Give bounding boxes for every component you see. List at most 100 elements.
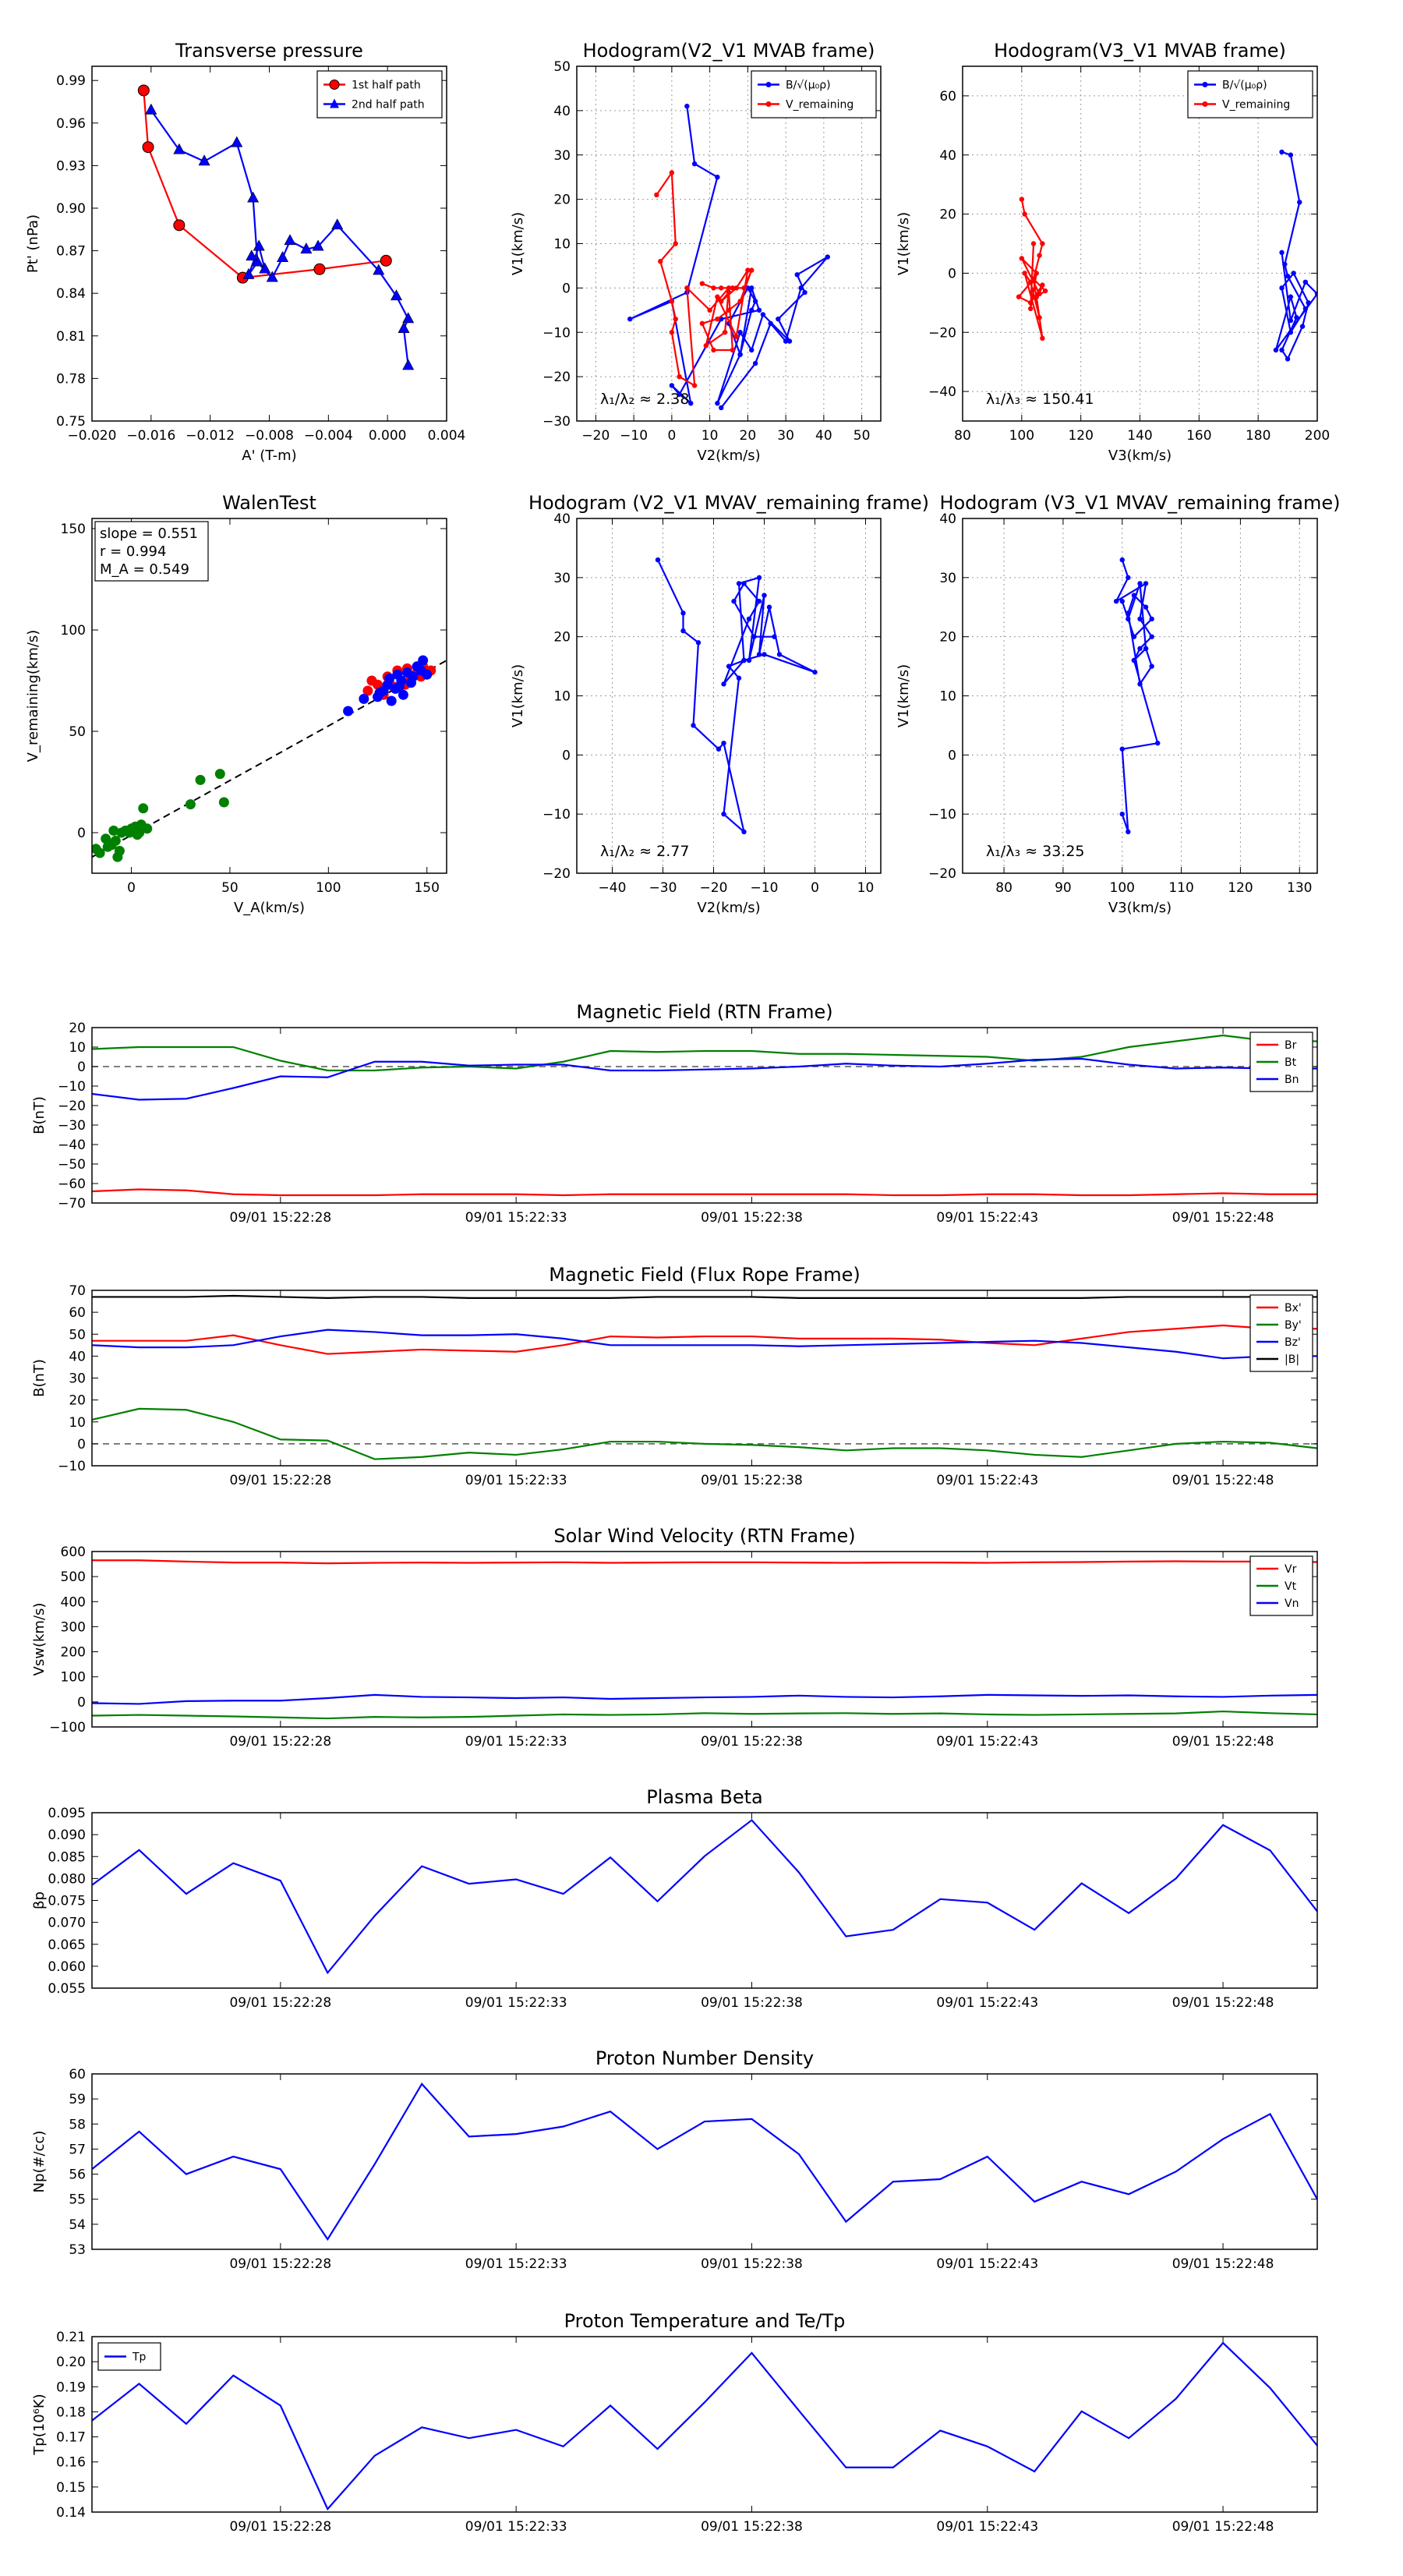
data-point-triangle [398,322,410,334]
data-point-dot [737,330,743,335]
data-point-dot [794,272,800,278]
data-point-dot [1288,152,1294,157]
y-tick-label: 10 [939,689,956,705]
y-axis-label: βp [31,1891,48,1909]
x-tick-label: 09/01 15:22:28 [229,1473,331,1488]
data-point-dot [751,634,757,639]
y-tick-label: 0.075 [48,1894,86,1909]
x-tick-label: −10 [620,428,648,444]
eigenvalue-ratio-annotation: λ₁/λ₃ ≈ 33.25 [986,843,1085,860]
chart-mag_fluxrope: Magnetic Field (Flux Rope Frame) 09/01 15… [31,1264,1318,1488]
y-tick-label: 20 [69,1393,86,1409]
plot-frame [91,1812,1318,1989]
plot-area [92,655,447,862]
x-tick-label: 09/01 15:22:43 [936,1210,1038,1226]
plot-area [1016,149,1317,362]
data-point-dot [749,307,755,313]
data-point-dot [741,285,747,291]
plot-area [627,103,830,411]
plot-frame [962,65,1318,422]
y-tick-label: 20 [939,630,956,646]
plot-frame [91,1290,1318,1467]
data-point-dot [1306,300,1311,306]
data-point-dot [684,285,690,291]
data-point-dot [707,307,712,313]
series-b- [1273,149,1317,362]
chart-title: Magnetic Field (Flux Rope Frame) [549,1264,860,1286]
data-point-dot [733,285,739,291]
series-line [92,1294,1317,1299]
legend-box [1249,1031,1313,1092]
y-tick-label: 0.87 [56,244,86,260]
data-point-triangle [277,251,289,263]
data-point-dot [677,391,682,398]
series-v [655,557,818,835]
data-point-dot [1040,335,1045,341]
data-point-triangle [247,191,260,203]
data-point-triangle [402,359,415,370]
x-tick-label: 0.000 [369,428,407,444]
data-point-dot [1279,249,1285,256]
y-tick-label: 300 [61,1619,86,1635]
data-point-dot [1037,253,1042,258]
series-vr [92,1559,1317,1565]
legend: 1st half path 2nd half path [316,70,443,119]
x-tick-label: 09/01 15:22:33 [465,2519,567,2535]
data-point-triangle [402,312,415,324]
data-point-dot [746,657,752,663]
scatter-point [362,685,373,696]
x-tick-label: 80 [954,428,971,444]
chart-title: Hodogram (V2_V1 MVAV_remaining frame) [528,492,929,514]
chart-hodo_v3v1_mvav: Hodogram (V3_V1 MVAV_remaining frame) 80 9… [896,492,1341,916]
data-point-dot [695,640,702,646]
plot-area [92,1294,1317,1460]
chart-mag_rtn: Magnetic Field (RTN Frame) 09/01 15:22:28… [31,1001,1318,1226]
plot-frame [962,518,1318,874]
x-tick-label: −0.012 [186,428,235,444]
data-point-dot [1126,575,1131,581]
legend-box [316,70,443,119]
data-point-dot [737,352,743,357]
data-point-dot [756,652,762,657]
x-tick-label: 09/01 15:22:48 [1172,1473,1274,1488]
data-point-dot [1034,271,1039,276]
data-point-dot [1022,271,1027,276]
y-tick-label: 40 [939,148,956,164]
y-tick-label: 40 [69,1349,86,1364]
x-tick-label: 130 [1287,880,1312,896]
y-axis-label: B(nT) [31,1096,48,1134]
x-tick-label: 09/01 15:22:48 [1172,2256,1274,2272]
y-tick-label: 50 [553,59,571,75]
y-tick-label: 0.21 [56,2330,86,2345]
data-point-triangle [231,136,243,147]
y-tick-label: −10 [58,1079,86,1095]
x-tick-label: 150 [414,880,439,896]
data-point-triangle [259,262,271,274]
series-bz- [92,1329,1317,1360]
series-line [92,1034,1317,1072]
x-tick-label: 09/01 15:22:43 [936,1473,1038,1488]
chart-title: Hodogram(V3_V1 MVAB frame) [994,40,1286,62]
x-tick-label: 09/01 15:22:33 [465,1210,567,1226]
regression-line [92,660,447,858]
legend-label: 1st half path [352,80,421,92]
legend: Tp [97,2342,161,2371]
y-tick-label: 56 [69,2167,86,2183]
y-axis-label: Vsw(km/s) [31,1603,48,1676]
series-blue [343,655,433,717]
y-tick-label: 400 [61,1594,86,1610]
data-point-dot [1037,315,1042,320]
scatter-point [374,688,385,699]
x-tick-label: 0.004 [428,428,466,444]
data-point-dot [736,675,742,681]
data-point-dot [1294,315,1299,320]
data-point-dot [722,330,728,335]
data-point-dot [1030,241,1037,246]
y-tick-label: 0 [77,1437,86,1453]
y-tick-label: 0.99 [56,73,86,89]
data-point-dot [1291,271,1296,276]
legend-label: Vt [1285,1580,1297,1593]
series-bx- [92,1324,1317,1355]
plot-area [92,1819,1317,1975]
y-tick-label: 0 [562,748,571,763]
